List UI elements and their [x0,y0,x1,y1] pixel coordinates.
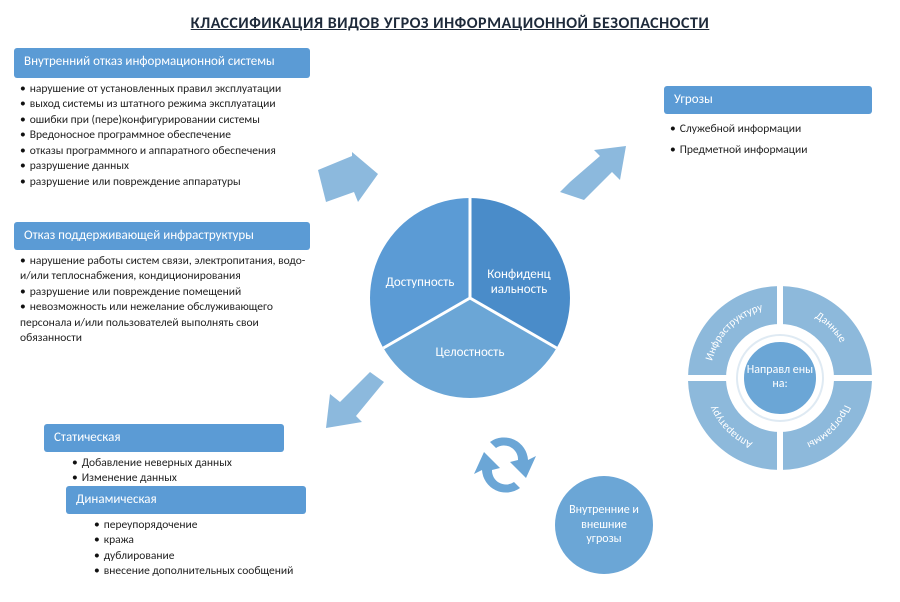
pie-svg [370,198,570,398]
threats-circle: Внутренние и внешние угрозы [555,476,653,574]
list-item: разрушение или повреждение помещений [20,285,310,301]
list-item: внесение дополнительных сообщений [94,564,306,580]
block-static: Статическая Добавление неверных данных И… [44,424,284,493]
block-items: нарушение работы систем связи, электропи… [14,250,310,353]
pie-chart: Доступность Конфиденц иальность Целостно… [370,198,570,398]
cycle-arrows-icon [470,430,540,500]
list-item: Вредоносное программное обеспечение [20,128,310,144]
threats-circle-label: Внутренние и внешние угрозы [563,503,645,546]
list-item: дублирование [94,549,306,565]
list-item: отказы программного и аппаратного обеспе… [20,144,310,160]
list-item: разрушение или повреждение аппаратуры [20,175,310,191]
block-items: переупорядочение кража дублирование внес… [88,514,306,586]
block-dynamic: Динамическая переупорядочение кража дубл… [66,486,306,586]
block-threats: Угрозы Служебной информации Предметной и… [664,86,872,165]
pie-slice-label: Целостность [430,346,510,361]
list-item: Изменение данных [72,471,284,487]
list-item: кража [94,533,306,549]
arrow-icon [560,146,626,206]
list-item: Предметной информации [670,143,872,159]
list-item: ошибки при (пере)конфигурировании систем… [20,113,310,129]
list-item: переупорядочение [94,518,306,534]
page-title: КЛАССИФИКАЦИЯ ВИДОВ УГРОЗ ИНФОРМАЦИОННОЙ… [0,14,900,33]
ring-diagram: Инфраструктуру Данные Программы Аппарату… [680,278,880,478]
block-header: Внутренний отказ информационной системы [14,48,310,78]
block-infra-failure: Отказ поддерживающей инфраструктуры нару… [14,222,310,353]
list-item: нарушение работы систем связи, электропи… [20,254,310,285]
block-internal-failure: Внутренний отказ информационной системы … [14,48,310,196]
pie-slice-label: Конфиденц иальность [478,268,560,298]
list-item: Добавление неверных данных [72,456,284,472]
list-item: нарушение от установленных правил эксплу… [20,82,310,98]
block-header: Статическая [44,424,284,452]
arrow-icon [318,152,378,206]
block-items: нарушение от установленных правил эксплу… [14,78,310,197]
block-header: Динамическая [66,486,306,514]
list-item: разрушение данных [20,159,310,175]
block-items: Служебной информации Предметной информац… [664,114,872,165]
pie-slice-label: Доступность [380,276,460,291]
list-item: выход системы из штатного режима эксплуа… [20,97,310,113]
block-header: Отказ поддерживающей инфраструктуры [14,222,310,250]
list-item: Служебной информации [670,122,872,138]
ring-center-label: Направл ены на: [738,336,822,420]
list-item: невозможность или нежелание обслуживающе… [20,300,310,347]
block-header: Угрозы [664,86,872,114]
